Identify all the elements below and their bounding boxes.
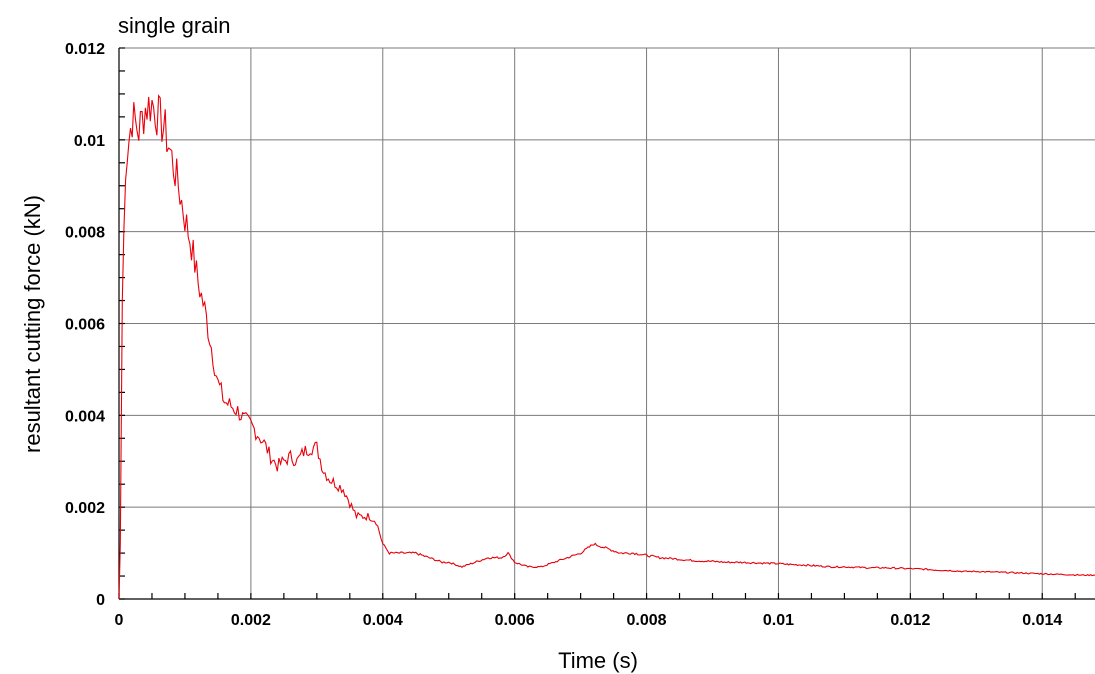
x-tick-label: 0.014 — [1022, 612, 1062, 629]
x-tick-label: 0.002 — [231, 612, 271, 629]
x-tick-label: 0.006 — [495, 612, 535, 629]
chart-title: single grain — [118, 13, 231, 38]
y-tick-label: 0 — [96, 592, 105, 609]
y-tick-label: 0.002 — [65, 500, 105, 517]
x-tick-label: 0 — [115, 612, 124, 629]
x-axis-label: Time (s) — [558, 648, 638, 673]
axes — [118, 47, 1095, 600]
series-line — [118, 94, 1095, 600]
grid — [119, 47, 1095, 599]
x-tick-label: 0.004 — [363, 612, 403, 629]
y-tick-label: 0.006 — [65, 317, 105, 334]
y-tick-label: 0.008 — [65, 225, 105, 242]
y-axis-label: resultant cutting force (kN) — [20, 195, 45, 453]
tick-labels: 0 0.002 0.004 0.006 0.008 0.01 0.012 0.014 0 0.00… — [65, 41, 1062, 629]
x-tick-label: 0.01 — [763, 612, 794, 629]
x-tick-label: 0.012 — [890, 612, 930, 629]
series — [118, 94, 1095, 600]
y-tick-label: 0.01 — [74, 133, 105, 150]
y-tick-label: 0.012 — [65, 41, 105, 58]
x-tick-label: 0.008 — [627, 612, 667, 629]
y-tick-label: 0.004 — [65, 408, 105, 425]
